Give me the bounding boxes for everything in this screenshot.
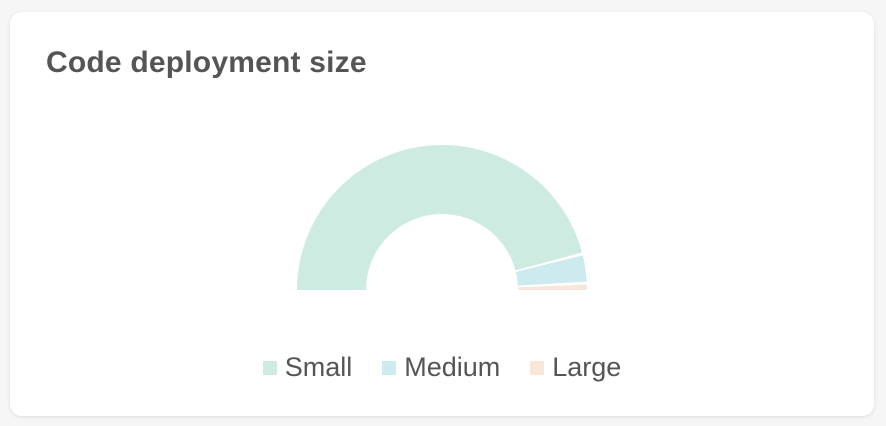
legend-item-small[interactable]: Small: [262, 352, 353, 383]
legend-swatch-small: [262, 360, 277, 375]
legend-swatch-medium: [382, 360, 397, 375]
legend-item-medium[interactable]: Medium: [382, 352, 500, 383]
slice-small[interactable]: [297, 145, 583, 290]
slice-medium[interactable]: [515, 255, 587, 286]
semi-donut-chart: [297, 145, 587, 290]
legend-label-medium: Medium: [404, 352, 501, 382]
slice-large[interactable]: [517, 284, 587, 290]
chart-title: Code deployment size: [46, 46, 367, 79]
chart-legend: Small Medium Large: [10, 352, 874, 383]
legend-label-large: Large: [552, 352, 622, 382]
chart-card: Code deployment size Small Medium Large: [10, 12, 874, 416]
legend-item-large[interactable]: Large: [530, 352, 621, 383]
legend-swatch-large: [530, 360, 545, 375]
legend-label-small: Small: [284, 352, 353, 382]
